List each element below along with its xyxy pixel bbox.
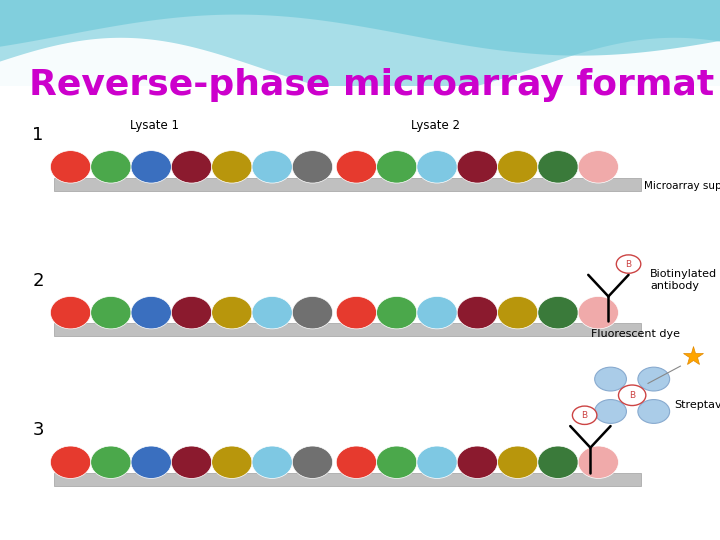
Circle shape	[618, 385, 646, 406]
Ellipse shape	[292, 151, 333, 183]
Ellipse shape	[595, 400, 626, 423]
Ellipse shape	[377, 446, 417, 478]
Ellipse shape	[498, 151, 538, 183]
Ellipse shape	[50, 446, 91, 478]
Bar	[54, 473, 641, 486]
Ellipse shape	[91, 446, 131, 478]
Polygon shape	[0, 0, 720, 97]
Ellipse shape	[252, 296, 292, 329]
Ellipse shape	[578, 296, 618, 329]
Ellipse shape	[377, 151, 417, 183]
Ellipse shape	[538, 151, 578, 183]
Circle shape	[572, 406, 597, 424]
Ellipse shape	[91, 296, 131, 329]
Ellipse shape	[457, 296, 498, 329]
Ellipse shape	[595, 367, 626, 391]
Polygon shape	[0, 38, 720, 97]
Text: Fluorescent dye: Fluorescent dye	[591, 329, 680, 339]
Ellipse shape	[377, 296, 417, 329]
Bar	[54, 323, 641, 336]
Ellipse shape	[252, 151, 292, 183]
Polygon shape	[0, 0, 720, 56]
Ellipse shape	[638, 367, 670, 391]
Text: Lysate 1: Lysate 1	[130, 119, 179, 132]
Ellipse shape	[91, 151, 131, 183]
Ellipse shape	[578, 446, 618, 478]
Bar	[54, 178, 641, 191]
Text: 2: 2	[32, 272, 44, 290]
Text: 3: 3	[32, 421, 44, 440]
Ellipse shape	[131, 151, 171, 183]
Text: B: B	[629, 391, 635, 400]
Ellipse shape	[50, 296, 91, 329]
Ellipse shape	[171, 151, 212, 183]
Ellipse shape	[457, 151, 498, 183]
Text: Microarray support: Microarray support	[644, 181, 720, 191]
Ellipse shape	[212, 151, 252, 183]
Ellipse shape	[538, 446, 578, 478]
Ellipse shape	[171, 446, 212, 478]
Ellipse shape	[498, 446, 538, 478]
Ellipse shape	[131, 446, 171, 478]
Text: 1: 1	[32, 126, 44, 144]
Ellipse shape	[131, 296, 171, 329]
Text: Lysate 2: Lysate 2	[411, 119, 460, 132]
Circle shape	[616, 255, 641, 273]
Ellipse shape	[336, 151, 377, 183]
Ellipse shape	[417, 296, 457, 329]
Text: B: B	[626, 260, 631, 268]
Ellipse shape	[638, 400, 670, 423]
Ellipse shape	[212, 296, 252, 329]
Ellipse shape	[457, 446, 498, 478]
Polygon shape	[0, 86, 720, 540]
Ellipse shape	[417, 446, 457, 478]
Ellipse shape	[417, 151, 457, 183]
Ellipse shape	[538, 296, 578, 329]
Ellipse shape	[292, 296, 333, 329]
Text: Reverse-phase microarray format: Reverse-phase microarray format	[29, 68, 714, 102]
Text: B: B	[582, 411, 588, 420]
Text: Biotinylated
antibody: Biotinylated antibody	[650, 269, 717, 291]
Ellipse shape	[292, 446, 333, 478]
Ellipse shape	[171, 296, 212, 329]
Ellipse shape	[50, 151, 91, 183]
Ellipse shape	[336, 296, 377, 329]
Text: Streptavidin: Streptavidin	[674, 400, 720, 410]
Ellipse shape	[336, 446, 377, 478]
Ellipse shape	[212, 446, 252, 478]
Ellipse shape	[498, 296, 538, 329]
Ellipse shape	[578, 151, 618, 183]
Ellipse shape	[252, 446, 292, 478]
